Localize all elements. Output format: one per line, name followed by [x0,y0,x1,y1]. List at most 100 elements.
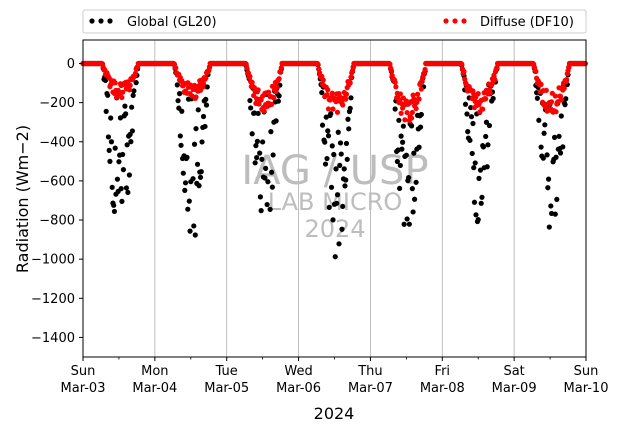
global-point [192,232,198,238]
global-point [258,208,264,214]
global-point [413,179,419,185]
global-point [336,241,342,247]
global-point [187,228,193,234]
global-point [540,155,546,161]
global-point [129,128,135,134]
y-tick-label: −1200 [31,292,75,307]
global-point [548,203,554,209]
global-point [418,111,424,118]
global-point [190,176,196,182]
global-point [325,128,331,134]
global-point [108,139,115,145]
diffuse-point [558,97,564,103]
global-point [265,179,271,185]
global-point [120,167,127,173]
x-tick-label-day: Sun [71,364,96,379]
y-tick-label: −400 [39,135,75,150]
global-point [331,151,337,158]
diffuse-point [392,79,398,85]
global-point [337,140,344,146]
global-point [275,98,281,104]
y-tick-label: −600 [39,174,75,189]
diffuse-point [126,87,133,93]
global-point [129,104,135,110]
global-point [254,138,260,144]
global-point [195,107,201,113]
global-point [185,206,191,212]
x-tick-label-date: Mar-07 [348,381,393,396]
global-point [130,92,136,98]
x-tick-label-date: Mar-06 [276,381,321,396]
legend-dot [107,18,113,24]
diffuse-point [388,67,394,74]
global-point [254,155,260,161]
global-point [248,105,254,111]
global-point [544,152,550,158]
global-point [396,117,402,123]
diffuse-point [132,70,138,76]
diffuse-point [247,73,253,79]
y-axis-title: Radiation (Wm−2) [13,125,32,273]
global-point [473,212,479,218]
global-point [472,160,478,166]
global-point [404,216,410,222]
global-point [556,133,562,139]
global-point [199,139,205,145]
global-point [342,183,348,189]
global-point [534,95,540,101]
global-point [202,123,208,130]
diffuse-point [553,109,559,115]
global-point [112,145,118,151]
global-point [545,185,551,191]
legend-dot [89,18,95,24]
global-point [123,111,129,117]
global-point [175,98,181,104]
global-point [335,129,341,135]
global-point [196,183,202,189]
global-point [398,133,404,139]
global-point [538,144,544,150]
diffuse-point [255,87,261,93]
global-point [475,217,481,223]
diffuse-point [278,69,284,75]
global-point [263,165,269,171]
diffuse-point [387,61,393,67]
global-point [128,139,134,145]
global-point [563,96,569,102]
global-point [338,151,344,157]
global-point [403,152,409,158]
global-point [267,206,273,212]
diffuse-point [487,90,493,96]
global-point [541,130,547,136]
global-point [562,102,568,108]
global-point [255,110,261,117]
global-point [322,139,328,145]
diffuse-point [173,65,179,71]
global-point [417,124,424,130]
global-point [337,162,343,169]
diffuse-point [334,109,341,115]
global-point [273,118,279,124]
global-point [109,184,115,190]
global-point [464,111,470,117]
global-point [193,126,199,132]
global-point [468,114,475,120]
global-point [462,101,469,107]
global-point [406,221,412,227]
global-point [322,161,329,167]
global-point [270,152,276,158]
global-point [344,156,350,162]
global-point [257,194,263,200]
global-point [319,89,325,96]
diffuse-point [112,80,118,86]
global-point [182,187,188,193]
y-tick-label: −200 [39,96,75,111]
global-point [552,211,558,217]
legend-marker-diffuse [443,18,467,24]
legend-dot [452,18,458,24]
global-point [343,177,349,183]
global-point [204,84,210,90]
global-point [348,95,354,101]
global-point [253,143,259,149]
x-tick-label-date: Mar-03 [61,381,106,396]
